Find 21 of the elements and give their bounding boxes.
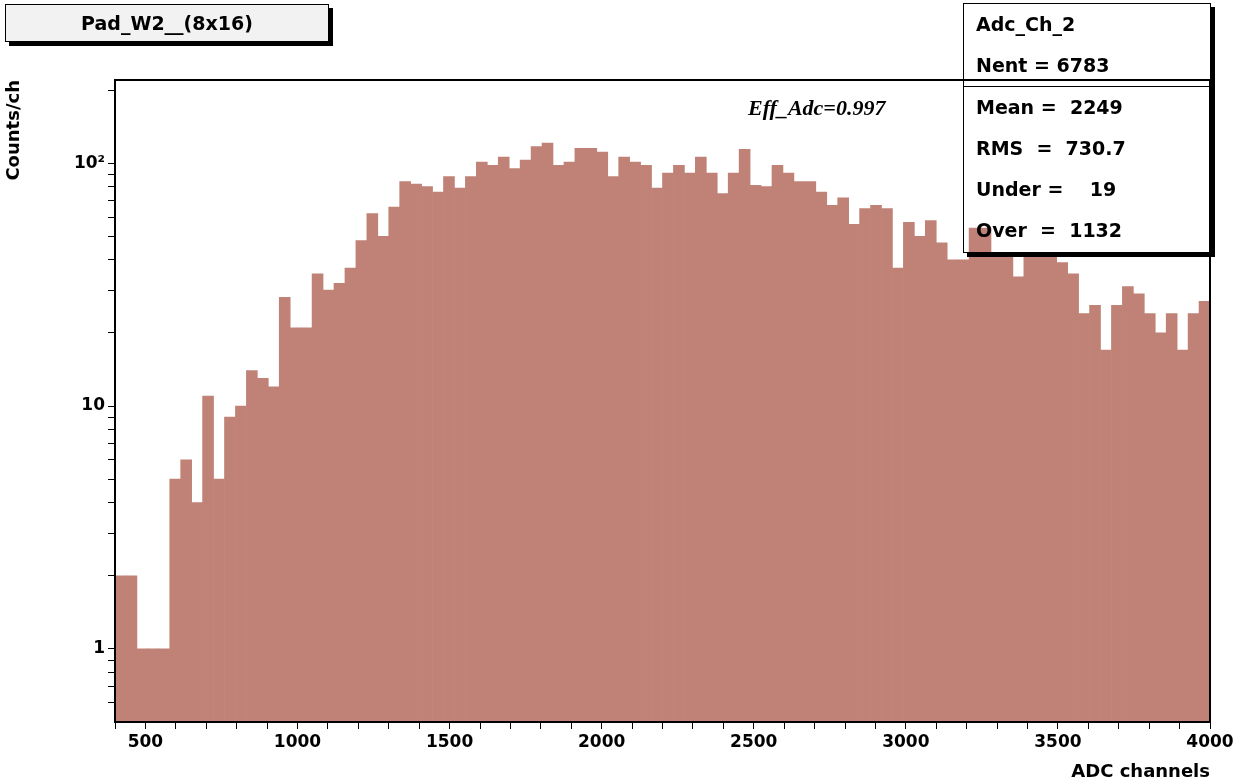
annotation: Under = 19	[975, 177, 1118, 202]
x-tick-label: 2500	[730, 730, 778, 751]
y-axis-title: Counts/ch	[2, 80, 24, 181]
text: Adc_Ch_2	[975, 12, 1077, 38]
x-tick-label: 500	[127, 730, 164, 751]
annotation: Over = 1132	[975, 218, 1124, 243]
x-tick-label: 3000	[882, 730, 930, 751]
x-tick-label: 4000	[1186, 730, 1234, 751]
chart-title: Pad_W2__(8x16)	[5, 4, 329, 42]
x-axis-title: ADC channels	[1071, 759, 1210, 781]
y-tick-label: 10²	[73, 151, 105, 172]
annotation: Mean = 2249	[975, 95, 1124, 120]
x-tick-label: 1500	[425, 730, 474, 751]
x-tick-label: 1000	[273, 730, 322, 751]
text: Nent = 6783	[964, 45, 1210, 87]
x-tick-label: 3500	[1034, 730, 1082, 751]
annotation: Eff_Adc=0.997	[748, 95, 886, 121]
x-tick-label: 2000	[578, 730, 626, 751]
y-tick-label: 1	[93, 637, 105, 658]
y-tick-label: 10	[81, 394, 106, 415]
annotation: RMS = 730.7	[975, 136, 1127, 161]
